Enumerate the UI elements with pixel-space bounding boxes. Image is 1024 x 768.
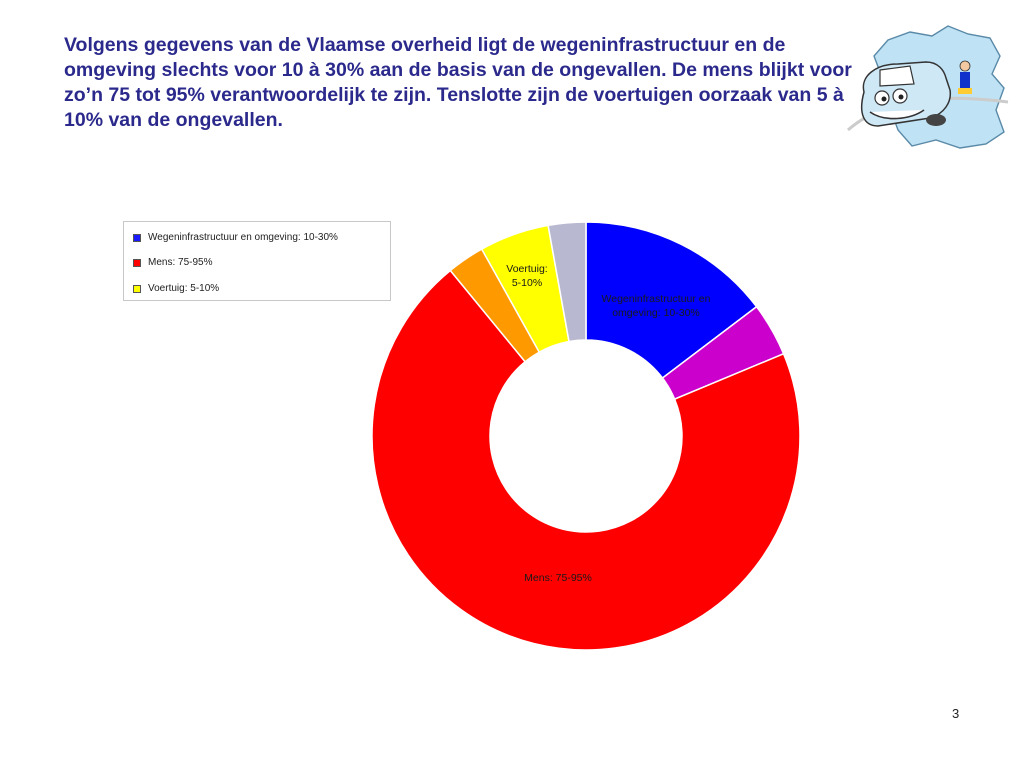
legend-swatch (133, 234, 141, 242)
slice-label-line: Voertuig: (506, 263, 547, 275)
legend-entry: Wegeninfrastructuur en omgeving: 10-30% (133, 231, 338, 245)
slice-label-line: Mens: 75-95% (524, 572, 592, 584)
slide-text: Volgens gegevens van de Vlaamse overheid… (64, 34, 852, 131)
legend-swatch (133, 259, 141, 267)
chart-legend: Wegeninfrastructuur en omgeving: 10-30% M… (123, 221, 391, 301)
slice-data-label: Mens: 75-95% (524, 572, 592, 584)
slice-label-line: omgeving: 10-30% (612, 307, 700, 319)
cartoon-car-flanders-map-icon (847, 25, 1009, 149)
legend-label: Wegeninfrastructuur en omgeving: 10-30% (148, 232, 338, 243)
pie-slice (547, 221, 587, 343)
legend-label: Mens: 75-95% (148, 257, 213, 268)
slice-data-label: Wegeninfrastructuur en omgeving: 10-30% (602, 293, 711, 319)
legend-swatch (133, 285, 141, 293)
slice-label-line: 5-10% (512, 277, 542, 289)
slice-data-label: Voertuig: 5-10% (506, 263, 547, 289)
legend-entry: Voertuig: 5-10% (133, 282, 220, 296)
legend-entry: Mens: 75-95% (133, 256, 213, 270)
legend-label: Voertuig: 5-10% (148, 283, 220, 294)
slice-label-line: Wegeninfrastructuur en (602, 293, 711, 305)
page-number: 3 (952, 706, 960, 721)
pie-slice (371, 269, 801, 651)
